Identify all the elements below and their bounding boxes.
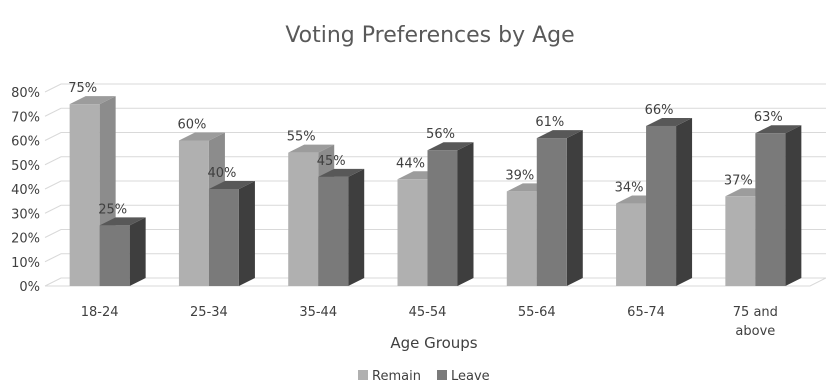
bar-front — [536, 138, 567, 286]
legend-label-leave: Leave — [451, 369, 490, 384]
bar-top — [318, 168, 365, 177]
bar-leave-1 — [208, 181, 255, 286]
y-axis-ticks: 0% 10% 20% 30% 40% 50% 60% 70% 80% — [11, 86, 40, 295]
data-label: 60% — [177, 118, 206, 133]
bar-leave-5 — [646, 117, 693, 286]
category-label: 25-34 — [190, 305, 228, 320]
category-label: 55-64 — [518, 305, 556, 320]
bar-front — [506, 191, 537, 286]
bar-front — [288, 152, 319, 286]
bar-leave-2 — [318, 168, 365, 286]
bar-top — [69, 96, 116, 105]
bar-side — [676, 117, 693, 286]
bar-leave-6 — [755, 125, 802, 286]
data-label: 75% — [68, 81, 97, 96]
data-label: 34% — [615, 181, 644, 196]
bar-top — [99, 217, 146, 226]
bar-leave-4 — [536, 130, 583, 286]
data-label: 45% — [317, 154, 346, 169]
data-label: 37% — [724, 173, 753, 188]
bar-top — [208, 181, 255, 189]
bar-front — [725, 196, 756, 286]
bar-top — [536, 130, 583, 139]
bar-top — [755, 125, 802, 134]
bar-side — [129, 217, 146, 286]
bar-side — [238, 181, 255, 286]
legend-swatch-remain — [358, 370, 368, 380]
data-label: 55% — [287, 130, 316, 145]
y-tick-label: 80% — [11, 86, 40, 101]
legend-swatch-leave — [437, 370, 447, 380]
data-label: 66% — [645, 103, 674, 118]
data-labels: 75% 25% 60% 40% 55%45% 44%56% 39% 61% 34% 66% 37% 6… — [68, 81, 783, 217]
bar-leave-0 — [99, 217, 146, 286]
legend-label-remain: Remain — [372, 369, 421, 384]
x-axis-categories: 18-24 25-34 35-44 45-54 55-64 65-74 75 and abov… — [81, 305, 778, 339]
y-tick-label: 30% — [11, 207, 40, 222]
data-label: 56% — [426, 127, 455, 142]
data-label: 63% — [754, 110, 783, 125]
data-label: 40% — [207, 166, 236, 181]
gridlines — [44, 83, 826, 287]
bars — [69, 96, 802, 286]
bar-front — [99, 225, 130, 286]
category-label: 45-54 — [409, 305, 447, 320]
bar-front — [318, 176, 349, 286]
gridline — [44, 83, 826, 93]
bar-side — [348, 168, 365, 286]
bar-top — [288, 144, 335, 153]
bar-side — [566, 130, 583, 286]
legend: Remain Leave — [358, 369, 490, 384]
bar-front — [178, 140, 209, 286]
data-label: 61% — [535, 115, 564, 130]
y-tick-label: 0% — [19, 280, 40, 295]
data-label: 39% — [505, 168, 534, 183]
category-label: 18-24 — [81, 305, 119, 320]
bar-front — [397, 179, 428, 286]
chart-title: Voting Preferences by Age — [285, 23, 574, 48]
bar-side — [785, 125, 802, 286]
category-label: 75 and above — [733, 305, 778, 339]
bar-top — [178, 132, 225, 141]
bar-top — [427, 142, 474, 151]
y-tick-label: 60% — [11, 135, 40, 150]
bar-front — [427, 150, 458, 286]
bar-side — [457, 142, 474, 286]
y-tick-label: 20% — [11, 232, 40, 247]
data-label: 25% — [98, 202, 127, 217]
bar-front — [646, 125, 677, 286]
bar-front — [208, 189, 239, 286]
category-label: 35-44 — [299, 305, 337, 320]
bar-front — [69, 104, 100, 286]
bar-front — [616, 203, 647, 286]
y-tick-label: 50% — [11, 159, 40, 174]
gridline — [44, 107, 826, 117]
y-tick-label: 10% — [11, 256, 40, 271]
x-axis-label: Age Groups — [390, 334, 477, 352]
bar-top — [646, 117, 693, 126]
bar-front — [755, 133, 786, 286]
bar-leave-3 — [427, 142, 474, 286]
y-tick-label: 40% — [11, 183, 40, 198]
y-tick-label: 70% — [11, 110, 40, 125]
category-label: 65-74 — [627, 305, 665, 320]
data-label: 44% — [396, 156, 425, 171]
